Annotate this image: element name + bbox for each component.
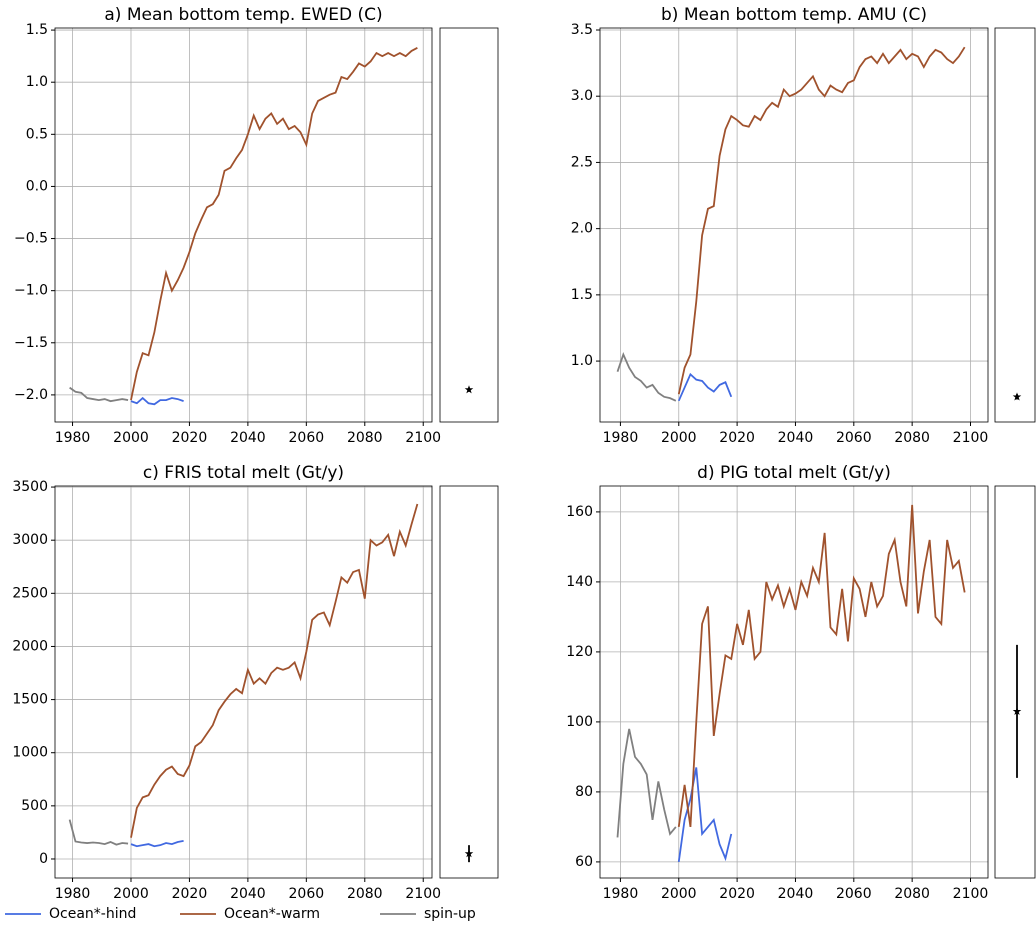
x-tick-label: 2040 xyxy=(778,430,814,446)
obs-marker xyxy=(464,849,474,858)
y-tick-label: 120 xyxy=(566,644,593,660)
y-tick-label: 60 xyxy=(575,854,593,870)
series-line xyxy=(130,396,184,406)
y-tick-label: −0.5 xyxy=(14,231,48,247)
x-tick-label: 2020 xyxy=(719,430,755,446)
legend-label: Ocean*-warm xyxy=(224,906,320,922)
x-tick-label: 2060 xyxy=(836,430,872,446)
y-tick-label: 3.5 xyxy=(571,22,593,38)
series-line xyxy=(616,728,677,838)
series-line xyxy=(677,504,966,828)
y-tick-label: 1500 xyxy=(12,692,48,708)
x-tick-label: 2020 xyxy=(172,886,208,902)
x-tick-label: 2000 xyxy=(113,430,149,446)
x-tick-label: 2060 xyxy=(289,886,325,902)
series-line xyxy=(69,386,129,403)
obs-marker xyxy=(464,385,474,394)
x-tick-label: 2100 xyxy=(405,886,441,902)
chart-title: c) FRIS total melt (Gt/y) xyxy=(143,463,344,483)
obs-marker xyxy=(1012,392,1022,401)
y-tick-label: 0.5 xyxy=(26,126,48,142)
y-tick-label: 140 xyxy=(566,574,593,590)
y-tick-label: 0.0 xyxy=(26,178,48,194)
chart-title: b) Mean bottom temp. AMU (C) xyxy=(661,5,927,25)
x-tick-label: 2100 xyxy=(953,886,989,902)
obs-frame xyxy=(439,485,499,879)
y-tick-label: 100 xyxy=(566,714,593,730)
obs-frame xyxy=(994,27,1036,423)
plot-frame xyxy=(54,27,433,423)
plot-frame xyxy=(599,27,989,423)
x-tick-label: 2100 xyxy=(405,430,441,446)
series-line xyxy=(677,46,966,395)
x-tick-label: 2000 xyxy=(661,886,697,902)
chart-title: d) PIG total melt (Gt/y) xyxy=(697,463,891,483)
x-tick-label: 2000 xyxy=(661,430,697,446)
y-tick-label: 2000 xyxy=(12,638,48,654)
y-tick-label: 3.0 xyxy=(571,88,593,104)
x-tick-label: 2020 xyxy=(719,886,755,902)
plot-frame xyxy=(54,485,433,879)
y-tick-label: −1.5 xyxy=(14,335,48,351)
y-tick-label: 1.0 xyxy=(571,353,593,369)
chart-title: a) Mean bottom temp. EWED (C) xyxy=(104,5,382,25)
x-tick-label: 2100 xyxy=(953,430,989,446)
obs-frame xyxy=(994,485,1036,879)
x-tick-label: 2040 xyxy=(778,886,814,902)
obs-frame xyxy=(439,27,499,423)
x-tick-label: 2060 xyxy=(289,430,325,446)
y-tick-label: 500 xyxy=(21,798,48,814)
x-tick-label: 2020 xyxy=(172,430,208,446)
series-line xyxy=(130,47,418,401)
y-tick-label: 2.0 xyxy=(571,221,593,237)
y-tick-label: −2.0 xyxy=(14,387,48,403)
x-tick-label: 1980 xyxy=(55,886,91,902)
x-tick-label: 1980 xyxy=(603,886,639,902)
y-tick-label: 0 xyxy=(39,851,48,867)
legend-label: spin-up xyxy=(424,906,476,922)
x-tick-label: 1980 xyxy=(603,430,639,446)
legend-label: Ocean*-hind xyxy=(49,906,136,922)
x-tick-label: 2080 xyxy=(347,886,383,902)
y-tick-label: 1000 xyxy=(12,745,48,761)
y-tick-label: 3500 xyxy=(12,479,48,495)
series-line xyxy=(677,767,733,863)
x-tick-label: 2000 xyxy=(113,886,149,902)
y-tick-label: 2.5 xyxy=(571,154,593,170)
y-tick-label: 1.5 xyxy=(571,287,593,303)
y-tick-label: 1.5 xyxy=(26,22,48,38)
series-line xyxy=(130,503,419,838)
series-line xyxy=(616,351,677,402)
x-tick-label: 2080 xyxy=(347,430,383,446)
x-tick-label: 1980 xyxy=(55,430,91,446)
obs-marker xyxy=(1012,706,1022,716)
series-line xyxy=(68,819,129,846)
x-tick-label: 2040 xyxy=(230,886,266,902)
x-tick-label: 2040 xyxy=(230,430,266,446)
x-tick-label: 2080 xyxy=(894,430,930,446)
y-tick-label: 1.0 xyxy=(26,74,48,90)
series-line xyxy=(677,372,733,402)
plot-frame xyxy=(599,485,989,879)
x-tick-label: 2060 xyxy=(836,886,872,902)
y-tick-label: 80 xyxy=(575,784,593,800)
y-tick-label: −1.0 xyxy=(14,283,48,299)
y-tick-label: 2500 xyxy=(12,585,48,601)
y-tick-label: 160 xyxy=(566,504,593,520)
y-tick-label: 3000 xyxy=(12,532,48,548)
series-line xyxy=(130,840,184,848)
x-tick-label: 2080 xyxy=(894,886,930,902)
